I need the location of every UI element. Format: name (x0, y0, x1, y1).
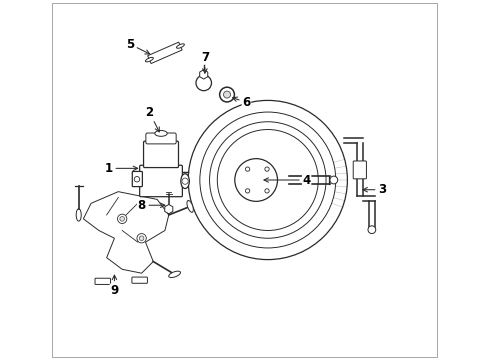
Circle shape (139, 236, 143, 240)
Polygon shape (83, 192, 168, 273)
FancyBboxPatch shape (352, 161, 366, 179)
FancyBboxPatch shape (132, 277, 147, 283)
Text: 8: 8 (137, 199, 164, 212)
Text: 9: 9 (110, 275, 118, 297)
FancyBboxPatch shape (143, 141, 178, 167)
Circle shape (329, 176, 337, 184)
Ellipse shape (186, 201, 193, 212)
FancyBboxPatch shape (145, 133, 176, 144)
Text: 4: 4 (264, 174, 310, 186)
Circle shape (264, 167, 268, 171)
Polygon shape (147, 42, 182, 64)
FancyBboxPatch shape (140, 165, 182, 197)
Circle shape (137, 234, 146, 243)
Circle shape (234, 159, 277, 201)
Ellipse shape (145, 57, 153, 62)
Ellipse shape (181, 174, 189, 189)
Ellipse shape (155, 130, 167, 136)
Text: 5: 5 (125, 37, 149, 54)
Text: 1: 1 (104, 162, 138, 175)
Circle shape (264, 189, 268, 193)
Circle shape (182, 178, 188, 184)
Text: 2: 2 (145, 105, 159, 132)
Circle shape (120, 216, 124, 221)
Circle shape (245, 167, 249, 171)
Circle shape (367, 226, 375, 234)
Text: 6: 6 (232, 96, 250, 109)
Polygon shape (164, 204, 172, 214)
Circle shape (117, 214, 126, 224)
FancyBboxPatch shape (95, 278, 110, 284)
Ellipse shape (168, 271, 180, 278)
Circle shape (219, 87, 234, 102)
FancyBboxPatch shape (132, 171, 142, 186)
Circle shape (245, 189, 249, 193)
Ellipse shape (176, 44, 184, 48)
Text: 7: 7 (201, 51, 208, 73)
Polygon shape (199, 70, 207, 79)
Text: 3: 3 (362, 183, 386, 196)
Ellipse shape (76, 209, 81, 221)
Circle shape (196, 75, 211, 91)
Circle shape (134, 176, 140, 182)
Circle shape (223, 91, 230, 98)
